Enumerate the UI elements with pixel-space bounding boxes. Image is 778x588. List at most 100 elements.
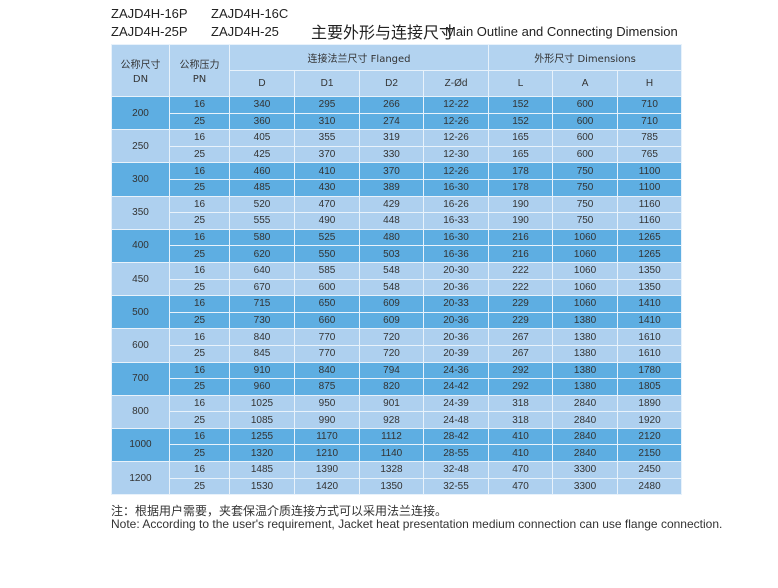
cell-dn: 700 — [111, 361, 170, 396]
table-cell: 25 — [169, 311, 230, 330]
cell-dn: 800 — [111, 394, 170, 429]
table-cell: 410 — [488, 427, 554, 446]
table-cell: 480 — [359, 228, 424, 247]
table-cell: 1410 — [617, 311, 683, 330]
table-cell: 600 — [552, 96, 619, 114]
table-cell: 32-55 — [422, 477, 490, 496]
table-cell: 2480 — [617, 477, 683, 496]
table-row: 800 16 1025 950 901 24-39 318 2840 1890 — [111, 394, 683, 429]
title-chinese: 主要外形与连接尺寸 — [311, 23, 456, 42]
table-cell: 16 — [169, 129, 230, 147]
table-cell: 318 — [488, 394, 554, 413]
table-cell: 16 — [169, 162, 230, 180]
table-cell: 340 — [229, 96, 295, 114]
title-english: Main Outline and Connecting Dimension — [445, 24, 678, 39]
table-cell: 660 — [294, 311, 360, 330]
table-cell: 25 — [169, 112, 230, 131]
table-cell: 1410 — [617, 295, 683, 313]
header-d2: D2 — [359, 70, 424, 97]
table-cell: 216 — [488, 245, 554, 263]
table-cell: 16 — [169, 461, 230, 479]
table-cell: 555 — [229, 212, 295, 230]
table-cell: 1380 — [552, 361, 619, 380]
table-cell: 750 — [552, 178, 619, 197]
header-dimensions: 外形尺寸 Dimensions — [488, 44, 683, 71]
header-a: A — [552, 70, 619, 97]
table-cell: 770 — [294, 344, 360, 363]
table-cell: 222 — [488, 278, 554, 297]
table-cell: 720 — [359, 344, 424, 363]
table-cell: 460 — [229, 162, 295, 180]
table-cell: 585 — [294, 261, 360, 280]
table-cell: 580 — [229, 228, 295, 247]
table-cell: 222 — [488, 261, 554, 280]
table-cell: 318 — [488, 411, 554, 429]
table-cell: 1380 — [552, 378, 619, 396]
table-cell: 1060 — [552, 228, 619, 247]
table-cell: 20-39 — [422, 344, 490, 363]
dimension-table: 公称尺寸 DN 公称压力 PN 连接法兰尺寸 Flanged 外形尺寸 Dime… — [111, 44, 683, 496]
table-cell: 1060 — [552, 261, 619, 280]
table-row: 25 845 770 720 20-39 267 1380 1610 — [112, 344, 683, 363]
table-cell: 1100 — [617, 178, 683, 197]
table-cell: 152 — [488, 96, 554, 114]
table-row: 1200 16 1485 1390 1328 32-48 470 3300 2450 — [111, 461, 683, 496]
table-cell: 1085 — [229, 411, 295, 429]
table-cell: 266 — [359, 96, 424, 114]
note-chinese: 注：根据用户需要，夹套保温介质连接方式可以采用法兰连接。 — [111, 504, 448, 518]
header-d1: D1 — [294, 70, 360, 97]
table-row: 700 16 910 840 794 24-36 292 1380 1780 — [111, 361, 683, 396]
cell-dn: 450 — [111, 261, 170, 297]
table-cell: 620 — [229, 245, 295, 263]
table-cell: 1380 — [552, 328, 619, 346]
table-row: 500 16 715 650 609 20-33 229 1060 1410 — [111, 295, 683, 330]
table-cell: 25 — [169, 378, 230, 396]
table-row: 600 16 840 770 720 20-36 267 1380 1610 — [111, 328, 683, 363]
table-cell: 710 — [617, 112, 683, 131]
table-cell: 470 — [488, 477, 554, 496]
table-cell: 1328 — [359, 461, 424, 479]
table-cell: 24-48 — [422, 411, 490, 429]
table-cell: 2450 — [617, 461, 683, 479]
table-cell: 1025 — [229, 394, 295, 413]
table-cell: 875 — [294, 378, 360, 396]
table-row: 200 16 340 295 266 12-22 152 600 710 — [111, 95, 683, 131]
table-cell: 794 — [359, 361, 424, 380]
table-cell: 370 — [294, 145, 360, 164]
table-cell: 16-36 — [422, 245, 490, 263]
table-cell: 1160 — [617, 212, 683, 230]
cell-dn: 300 — [111, 162, 170, 197]
table-cell: 785 — [617, 129, 683, 147]
table-cell: 548 — [359, 261, 424, 280]
table-cell: 25 — [169, 212, 230, 230]
table-cell: 165 — [488, 145, 554, 164]
table-cell: 25 — [169, 278, 230, 297]
cell-dn: 1000 — [111, 427, 170, 463]
table-cell: 720 — [359, 328, 424, 346]
table-cell: 1112 — [359, 427, 424, 446]
table-cell: 25 — [169, 411, 230, 429]
table-row: 300 16 460 410 370 12-26 178 750 1100 — [111, 162, 683, 197]
table-cell: 2150 — [617, 444, 683, 463]
table-cell: 12-26 — [422, 112, 490, 131]
table-cell: 550 — [294, 245, 360, 263]
table-cell: 525 — [294, 228, 360, 247]
table-cell: 16-30 — [422, 228, 490, 247]
table-cell: 1530 — [229, 477, 295, 496]
table-cell: 20-36 — [422, 328, 490, 346]
table-cell: 389 — [359, 178, 424, 197]
table-cell: 20-30 — [422, 261, 490, 280]
table-cell: 840 — [229, 328, 295, 346]
table-cell: 1780 — [617, 361, 683, 380]
table-cell: 16 — [169, 394, 230, 413]
table-cell: 24-36 — [422, 361, 490, 380]
table-cell: 548 — [359, 278, 424, 297]
table-row: 25 485 430 389 16-30 178 750 1100 — [112, 178, 683, 197]
table-cell: 2120 — [617, 427, 683, 446]
table-cell: 845 — [229, 344, 295, 363]
table-cell: 25 — [169, 178, 230, 197]
model-label: ZAJD4H-16C — [211, 6, 289, 21]
table-cell: 1805 — [617, 378, 683, 396]
table-cell: 1420 — [294, 477, 360, 496]
table-cell: 1060 — [552, 295, 619, 313]
